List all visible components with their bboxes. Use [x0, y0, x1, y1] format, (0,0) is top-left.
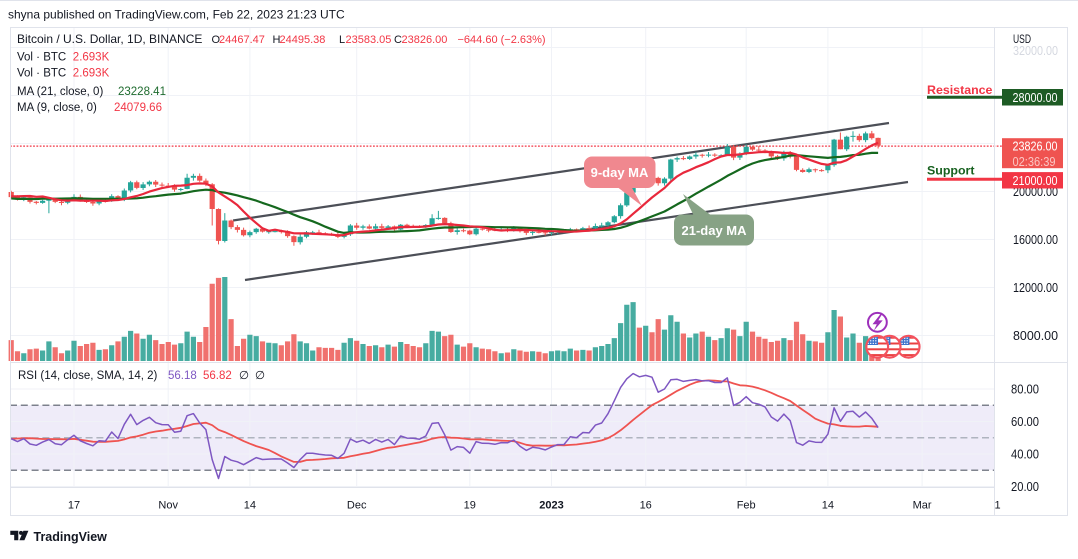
svg-text:56.18: 56.18	[168, 370, 197, 382]
svg-text:80.00: 80.00	[1011, 383, 1039, 397]
svg-text:Support: Support	[927, 164, 975, 178]
svg-text:MA (9, close, 0): MA (9, close, 0)	[17, 102, 97, 114]
svg-text:∅: ∅	[255, 370, 265, 382]
svg-text:1: 1	[994, 500, 1000, 512]
svg-text:Mar: Mar	[913, 500, 932, 512]
svg-text:2.693K: 2.693K	[73, 52, 110, 64]
svg-text:C: C	[394, 34, 402, 46]
svg-text:∅: ∅	[239, 370, 249, 382]
svg-text:24079.66: 24079.66	[114, 102, 162, 114]
svg-text:28000.00: 28000.00	[1013, 91, 1058, 105]
svg-text:O: O	[212, 34, 221, 46]
svg-text:USD: USD	[1013, 32, 1031, 46]
svg-text:Vol · BTC: Vol · BTC	[17, 52, 66, 64]
svg-text:21-day MA: 21-day MA	[681, 223, 747, 238]
svg-text:Nov: Nov	[158, 500, 178, 512]
svg-text:Feb: Feb	[737, 500, 756, 512]
svg-text:16: 16	[640, 500, 652, 512]
svg-text:TradingView: TradingView	[34, 530, 108, 544]
svg-text:−644.60 (−2.63%): −644.60 (−2.63%)	[458, 34, 546, 46]
svg-text:16000.00: 16000.00	[1013, 233, 1058, 247]
svg-text:23583.05: 23583.05	[346, 34, 392, 46]
svg-text:MA (21, close, 0): MA (21, close, 0)	[17, 86, 103, 98]
svg-text:H: H	[273, 34, 281, 46]
svg-text:20.00: 20.00	[1011, 480, 1039, 494]
svg-text:9-day MA: 9-day MA	[591, 165, 649, 180]
svg-text:8000.00: 8000.00	[1013, 329, 1058, 343]
svg-text:21000.00: 21000.00	[1013, 174, 1058, 188]
svg-text:19: 19	[464, 500, 476, 512]
svg-text:23826.00: 23826.00	[1013, 139, 1058, 153]
svg-text:L: L	[339, 34, 345, 46]
svg-text:23228.41: 23228.41	[118, 86, 166, 98]
svg-text:24495.38: 24495.38	[280, 34, 326, 46]
svg-text:40.00: 40.00	[1011, 448, 1039, 462]
svg-text:24467.47: 24467.47	[219, 34, 265, 46]
svg-text:14: 14	[244, 500, 256, 512]
svg-text:23826.00: 23826.00	[402, 34, 448, 46]
svg-text:Vol · BTC: Vol · BTC	[17, 68, 66, 80]
svg-text:Bitcoin / U.S. Dollar, 1D, BIN: Bitcoin / U.S. Dollar, 1D, BINANCE	[17, 32, 202, 46]
svg-text:32000.00: 32000.00	[1013, 44, 1058, 58]
svg-text:shyna published on TradingView: shyna published on TradingView.com, Feb …	[8, 8, 345, 22]
svg-text:RSI (14, close, SMA, 14, 2): RSI (14, close, SMA, 14, 2)	[18, 370, 158, 382]
svg-text:2.693K: 2.693K	[73, 68, 110, 80]
svg-text:2023: 2023	[539, 500, 563, 512]
svg-text:56.82: 56.82	[203, 370, 232, 382]
svg-text:60.00: 60.00	[1011, 415, 1039, 429]
svg-text:17: 17	[68, 500, 80, 512]
svg-text:14: 14	[822, 500, 834, 512]
svg-text:02:36:39: 02:36:39	[1013, 155, 1056, 169]
svg-text:12000.00: 12000.00	[1013, 281, 1058, 295]
svg-text:Dec: Dec	[347, 500, 367, 512]
svg-text:Resistance: Resistance	[927, 83, 993, 97]
